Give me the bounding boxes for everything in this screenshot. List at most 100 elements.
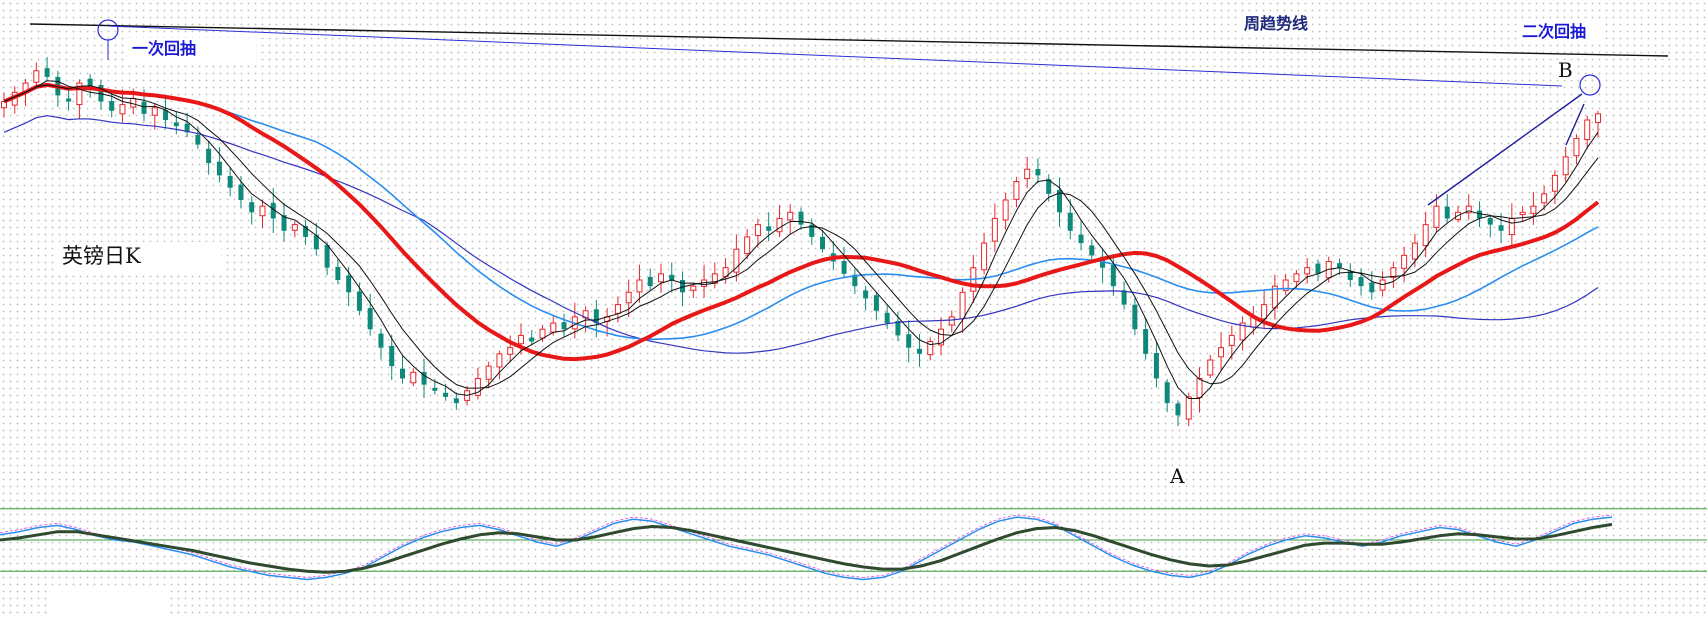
chart-name-label: 英镑日K <box>58 242 221 275</box>
candle-body-up <box>119 104 126 115</box>
candle-body-down <box>421 371 427 385</box>
second-pullback-label: 二次回抽 <box>1518 22 1603 44</box>
lower-left-blank <box>48 588 168 614</box>
candle-body-up <box>1390 267 1397 278</box>
candle-body-down <box>1498 225 1504 231</box>
candle-body-down <box>1110 264 1116 287</box>
candle-body-up <box>474 377 481 396</box>
candle-body-up <box>1551 174 1558 192</box>
oscillator-slow-line <box>0 522 1613 574</box>
candle-body-up <box>1401 254 1408 269</box>
candle-body-down <box>766 226 772 231</box>
candle-body-down <box>1121 290 1127 305</box>
candle-body-down <box>593 309 599 324</box>
candle-body-up <box>1519 211 1526 215</box>
candle-body-up <box>657 273 664 283</box>
candle-body-up <box>981 242 988 271</box>
candle-body-up <box>1541 193 1548 204</box>
candle-body-down <box>249 202 255 213</box>
candle-body-down <box>87 78 93 90</box>
candle-body-up <box>1584 119 1591 141</box>
second-pullback-circle <box>1579 74 1601 96</box>
candle-body-down <box>561 322 567 330</box>
candle-body-down <box>346 275 352 293</box>
candle-body-down <box>1369 282 1375 293</box>
candle-body-up <box>1293 273 1300 283</box>
candle-body-down <box>389 345 395 367</box>
candle-body-down <box>1477 210 1483 219</box>
candle-body-up <box>1562 156 1569 176</box>
rally-line-short <box>1565 103 1585 146</box>
ma-line-dark-blue <box>3 115 1599 354</box>
candle-body-up <box>1573 137 1580 157</box>
candle-body-down <box>1078 234 1084 244</box>
candle-body-down <box>1487 218 1493 225</box>
candle-body-up <box>539 328 546 339</box>
candle-body-down <box>1046 179 1052 194</box>
candle-body-up <box>1024 168 1031 180</box>
candle-body-down <box>141 101 147 114</box>
candle-body-down <box>852 274 858 287</box>
candle-body-up <box>787 211 794 221</box>
point-b-label: B <box>1556 58 1575 82</box>
candle-body-up <box>1218 347 1225 358</box>
candle-body-up <box>517 334 524 345</box>
candle-body-down <box>98 85 104 102</box>
candle-body-down <box>1035 168 1041 176</box>
candle-body-down <box>163 110 169 120</box>
candle-body-down <box>378 333 384 348</box>
candle-body-up <box>1002 199 1009 221</box>
candle-body-up <box>614 304 621 314</box>
candle-body-down <box>109 101 115 111</box>
candle-body-up <box>1239 322 1246 341</box>
candle-body-down <box>227 175 233 188</box>
candle-body-down <box>863 290 869 299</box>
candle-body-down <box>916 348 922 354</box>
candle-body-down <box>1358 277 1364 287</box>
candle-body-up <box>991 217 998 242</box>
candle-body-down <box>1153 353 1159 379</box>
candle-body-up <box>485 365 492 380</box>
candle-body-up <box>496 353 503 368</box>
point-a-label: A <box>1168 464 1187 488</box>
candle-body-down <box>303 225 309 237</box>
candle-body-down <box>1175 403 1181 416</box>
candle-body-up <box>1013 181 1020 200</box>
candle-body-down <box>1143 329 1149 354</box>
candle-body-down <box>367 308 373 330</box>
candle-body-up <box>1508 217 1515 236</box>
candle-body-down <box>529 337 535 342</box>
candle-body-down <box>400 368 405 379</box>
candle-body-up <box>130 97 137 108</box>
candle-body-up <box>776 217 783 233</box>
candle-body-down <box>906 334 912 348</box>
candle-body-up <box>1422 224 1429 247</box>
candle-body-up <box>550 322 557 333</box>
candle-body-up <box>1196 377 1203 399</box>
candle-body-up <box>1185 396 1192 420</box>
ma-line-light-blue <box>3 84 1599 341</box>
candle-body-up <box>1433 205 1440 228</box>
candle-body-down <box>873 295 879 311</box>
blue-trendline <box>107 25 1563 87</box>
candle-body-down <box>281 215 287 231</box>
candle-body-down <box>680 279 686 293</box>
candle-body-down <box>1067 212 1073 231</box>
candle-body-down <box>184 123 190 133</box>
weekly-trend-label: 周趋势线 <box>1240 14 1313 34</box>
candle-body-up <box>690 285 697 291</box>
candle-body-up <box>1207 359 1214 376</box>
candle-body-down <box>313 235 319 250</box>
oscillator-signal-dashed <box>0 514 1613 578</box>
candle-body-down <box>798 211 804 225</box>
candle-body-down <box>669 274 675 280</box>
candle-body-down <box>195 134 201 145</box>
candle-body-up <box>76 82 83 106</box>
candle-body-down <box>66 98 72 102</box>
candle-body-up <box>959 291 966 320</box>
candle-body-down <box>453 398 459 404</box>
candle-body-down <box>443 392 449 397</box>
candle-body-up <box>927 341 934 356</box>
